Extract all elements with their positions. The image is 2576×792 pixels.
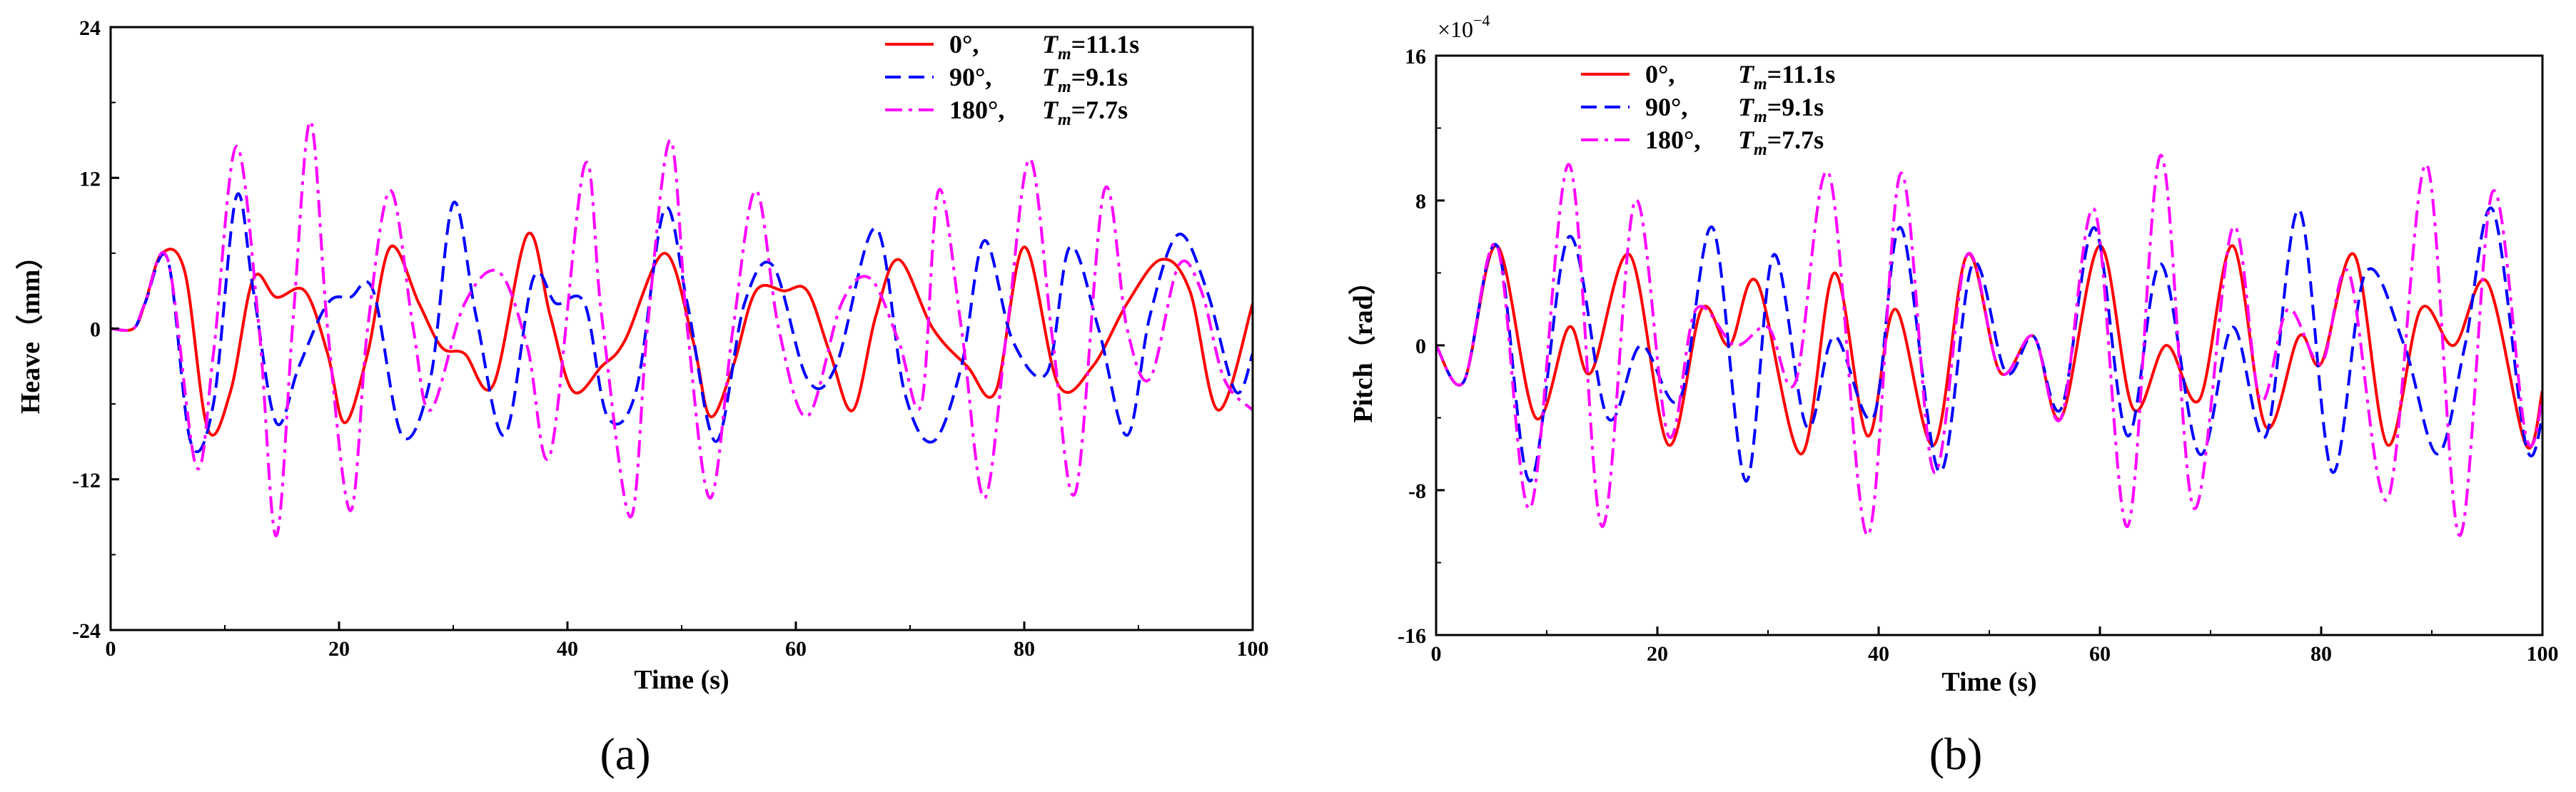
heave-series-2-line xyxy=(111,119,1253,538)
pitch-x-axis-title: Time (s) xyxy=(1941,667,2036,697)
pitch-scale-label: ×10−4 xyxy=(1438,11,1490,42)
heave-legend-symbol: T xyxy=(1042,30,1059,59)
pitch-series-2-line xyxy=(1436,153,2542,537)
heave-legend-label-0: 0°, Tm=11.1s xyxy=(949,30,1139,64)
pitch-legend-subscript: m xyxy=(1754,141,1767,159)
pitch-x-axis: 0 20 40 60 80 100 xyxy=(1431,626,2559,666)
heave-legend-period: =9.1s xyxy=(1071,63,1128,91)
heave-legend-period: =11.1s xyxy=(1071,30,1140,59)
heave-chart: 0 20 40 60 80 100 -24 -12 0 12 24 Time (s) Heave（… xyxy=(16,16,1269,779)
pitch-legend-angle: 180°, xyxy=(1645,126,1700,154)
pitch-legend-label-1: 90°, Tm=9.1s xyxy=(1645,93,1824,126)
heave-legend-angle: 0°, xyxy=(949,30,979,59)
pitch-legend-symbol: T xyxy=(1738,60,1755,88)
pitch-legend-label-0: 0°, Tm=11.1s xyxy=(1645,60,1835,93)
heave-y-tick-label: 0 xyxy=(90,318,101,342)
pitch-legend-symbol: T xyxy=(1738,93,1755,121)
heave-x-tick-label: 40 xyxy=(557,637,578,661)
pitch-y-tick-label: 16 xyxy=(1405,45,1426,68)
heave-plot-area xyxy=(111,119,1253,538)
pitch-chart: 0 20 40 60 80 100 -16 -8 0 8 16 Time (s) Pitch（ra… xyxy=(1348,11,2559,779)
heave-x-tick-label: 80 xyxy=(1014,637,1035,661)
pitch-legend-label-2: 180°, Tm=7.7s xyxy=(1645,126,1824,159)
heave-legend-label-2: 180°, Tm=7.7s xyxy=(949,96,1128,129)
pitch-plot-area xyxy=(1436,153,2542,537)
pitch-x-tick-label: 0 xyxy=(1431,642,1442,666)
heave-legend-subscript: m xyxy=(1058,111,1071,129)
heave-y-tick-label: 12 xyxy=(79,167,101,191)
pitch-x-tick-label: 80 xyxy=(2310,642,2332,666)
pitch-series-1-line xyxy=(1436,206,2542,483)
pitch-legend-angle: 90°, xyxy=(1645,93,1687,121)
heave-legend-angle: 180°, xyxy=(949,96,1004,124)
heave-x-tick-label: 60 xyxy=(785,637,807,661)
heave-y-axis: -24 -12 0 12 24 xyxy=(72,16,119,643)
heave-x-axis-title: Time (s) xyxy=(634,665,729,695)
pitch-y-tick-label: -16 xyxy=(1398,624,1426,648)
pitch-legend-period: =9.1s xyxy=(1767,93,1824,121)
panel-label-a: (a) xyxy=(600,728,650,779)
pitch-x-tick-label: 20 xyxy=(1647,642,1668,666)
pitch-legend-period: =11.1s xyxy=(1767,60,1836,88)
pitch-y-tick-label: 8 xyxy=(1415,190,1426,213)
pitch-y-axis: -16 -8 0 8 16 xyxy=(1398,45,1445,648)
heave-legend-subscript: m xyxy=(1058,45,1071,64)
pitch-y-tick-label: -8 xyxy=(1408,479,1426,503)
pitch-y-tick-label: 0 xyxy=(1415,335,1426,358)
heave-series-1-line xyxy=(111,192,1253,453)
heave-legend-label-1: 90°, Tm=9.1s xyxy=(949,63,1128,96)
pitch-scale-exponent: −4 xyxy=(1473,11,1490,29)
heave-x-tick-label: 20 xyxy=(328,637,350,661)
heave-series-0-line xyxy=(111,231,1253,437)
heave-x-axis: 0 20 40 60 80 100 xyxy=(106,621,1269,661)
pitch-legend-subscript: m xyxy=(1754,108,1767,126)
heave-x-tick-label: 0 xyxy=(106,637,116,661)
pitch-series-0-line xyxy=(1436,244,2542,456)
heave-y-tick-label: -24 xyxy=(72,619,101,643)
heave-legend-subscript: m xyxy=(1058,78,1071,96)
pitch-x-tick-label: 40 xyxy=(1868,642,1889,666)
pitch-y-axis-title: Pitch（rad） xyxy=(1348,268,1378,422)
heave-y-axis-title: Heave（mm） xyxy=(16,243,46,415)
pitch-legend-subscript: m xyxy=(1754,75,1767,93)
pitch-legend-period: =7.7s xyxy=(1767,126,1824,154)
pitch-scale-base: ×10 xyxy=(1438,16,1473,42)
pitch-x-tick-label: 60 xyxy=(2089,642,2111,666)
panel-label-b: (b) xyxy=(1929,728,1983,779)
pitch-legend-angle: 0°, xyxy=(1645,60,1675,88)
pitch-plot-frame xyxy=(1435,54,2544,636)
heave-legend-symbol: T xyxy=(1042,96,1059,124)
pitch-legend-symbol: T xyxy=(1738,126,1755,154)
heave-legend-symbol: T xyxy=(1042,63,1059,91)
heave-legend-angle: 90°, xyxy=(949,63,991,91)
heave-y-tick-label: -12 xyxy=(72,469,101,492)
heave-y-tick-label: 24 xyxy=(79,16,101,40)
pitch-x-tick-label: 100 xyxy=(2527,642,2559,666)
heave-legend-period: =7.7s xyxy=(1071,96,1128,124)
heave-x-tick-label: 100 xyxy=(1237,637,1269,661)
